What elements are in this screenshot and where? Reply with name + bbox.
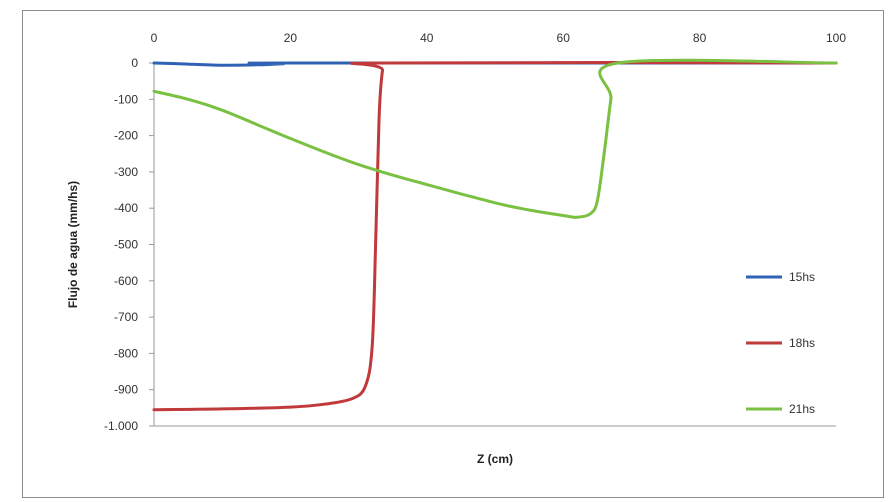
y-axis-label: Flujo de agua (mm/hs) [66, 181, 80, 308]
y-tick-label: -500 [114, 238, 138, 252]
y-tick-label: -100 [114, 92, 138, 106]
series-lines [152, 58, 838, 412]
x-tick-label: 80 [693, 31, 707, 45]
x-axis-label: Z (cm) [477, 452, 513, 466]
y-tick-labels: 0 -100 -200 -300 -400 -500 -600 -700 -800 -900 -1.… [104, 56, 154, 433]
x-tick-labels: 0 20 40 60 80 100 [151, 31, 847, 45]
y-tick-label: -800 [114, 346, 138, 360]
axes [153, 63, 836, 427]
y-tick-label: -300 [114, 165, 138, 179]
x-tick-label: 40 [420, 31, 434, 45]
series-line-18hs [152, 60, 838, 412]
y-tick-label: -700 [114, 310, 138, 324]
legend-label-21hs: 21hs [789, 402, 815, 416]
chart-frame [22, 10, 884, 498]
x-tick-label: 100 [826, 31, 846, 45]
y-tick-label: -200 [114, 129, 138, 143]
y-tick-label: 0 [131, 56, 138, 70]
x-tick-label: 20 [284, 31, 298, 45]
x-tick-label: 0 [151, 31, 158, 45]
y-tick-label: -900 [114, 383, 138, 397]
y-tick-label: -1.000 [104, 419, 138, 433]
x-tick-label: 60 [557, 31, 571, 45]
legend-label-18hs: 18hs [789, 336, 815, 350]
series-line-21hs [152, 58, 838, 219]
legend: 15hs 18hs 21hs [746, 270, 815, 416]
legend-label-15hs: 15hs [789, 270, 815, 284]
y-tick-label: -600 [114, 274, 138, 288]
y-tick-label: -400 [114, 201, 138, 215]
